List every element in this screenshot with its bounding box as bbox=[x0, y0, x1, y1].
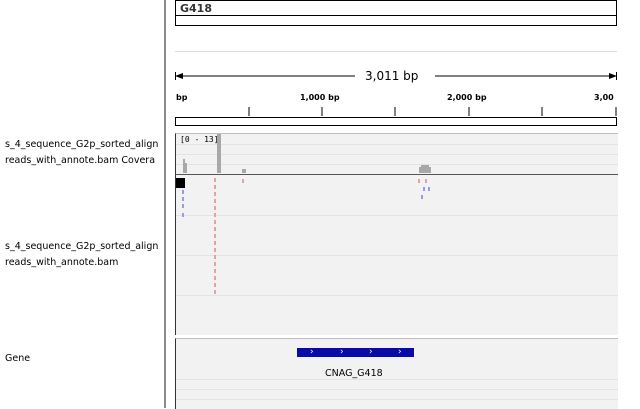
gene-track-name[interactable]: Gene bbox=[5, 353, 31, 364]
chromosome-label: G418 bbox=[175, 0, 617, 15]
read[interactable] bbox=[214, 262, 216, 266]
alignment-track[interactable] bbox=[175, 174, 618, 335]
read[interactable] bbox=[214, 269, 216, 273]
coverage-bar bbox=[185, 163, 187, 173]
read[interactable] bbox=[214, 276, 216, 280]
read[interactable] bbox=[214, 248, 216, 252]
read[interactable] bbox=[214, 283, 216, 287]
chevron-right-icon: › bbox=[340, 347, 344, 357]
alignment-track-name[interactable]: s_4_sequence_G2p_sorted_align reads_with… bbox=[5, 239, 165, 271]
ruler-tick-label: bp bbox=[176, 93, 188, 102]
read[interactable] bbox=[214, 227, 216, 231]
read[interactable] bbox=[423, 187, 425, 191]
read[interactable] bbox=[182, 197, 184, 201]
left-arrow-icon bbox=[175, 73, 183, 79]
alignment-track-name-line2: reads_with_annote.bam bbox=[5, 257, 119, 268]
alignment-track-name-line1: s_4_sequence_G2p_sorted_align bbox=[5, 241, 159, 252]
alignment-marker bbox=[176, 178, 185, 188]
coverage-bar bbox=[242, 169, 244, 173]
coverage-bar bbox=[217, 134, 219, 173]
read[interactable] bbox=[425, 179, 427, 183]
track-name-panel: s_4_sequence_G2p_sorted_align reads_with… bbox=[0, 0, 164, 408]
coverage-bar bbox=[244, 169, 246, 173]
read[interactable] bbox=[214, 185, 216, 189]
chromosome-ideogram[interactable] bbox=[175, 15, 617, 26]
coverage-bar bbox=[419, 167, 421, 173]
read[interactable] bbox=[214, 255, 216, 259]
read[interactable] bbox=[182, 204, 184, 208]
read[interactable] bbox=[214, 241, 216, 245]
read[interactable] bbox=[214, 220, 216, 224]
read[interactable] bbox=[214, 206, 216, 210]
read[interactable] bbox=[214, 290, 216, 294]
coverage-bar bbox=[423, 165, 425, 173]
read[interactable] bbox=[182, 213, 184, 217]
panel-divider[interactable] bbox=[164, 0, 166, 408]
coverage-bar bbox=[425, 165, 427, 173]
coverage-track[interactable]: [0 - 13] bbox=[175, 133, 618, 175]
gene-feature-label: CNAG_G418 bbox=[325, 368, 383, 379]
coverage-bar bbox=[421, 165, 423, 173]
coverage-track-name[interactable]: s_4_sequence_G2p_sorted_align reads_with… bbox=[5, 137, 165, 169]
read[interactable] bbox=[242, 179, 244, 183]
read[interactable] bbox=[214, 213, 216, 217]
right-arrow-icon bbox=[609, 73, 617, 79]
panel-gutter bbox=[166, 0, 174, 408]
read[interactable] bbox=[428, 187, 430, 191]
coverage-bar bbox=[183, 159, 185, 173]
data-range-label: [0 - 13] bbox=[180, 135, 219, 144]
read[interactable] bbox=[214, 178, 216, 182]
coverage-track-name-line2: reads_with_annote.bam Covera bbox=[5, 155, 156, 166]
ruler-graphics bbox=[175, 72, 617, 116]
read[interactable] bbox=[421, 195, 423, 199]
chevron-right-icon: › bbox=[369, 347, 373, 357]
gene-track[interactable]: › › › › CNAG_G418 bbox=[175, 338, 618, 409]
read[interactable] bbox=[214, 234, 216, 238]
read[interactable] bbox=[418, 179, 420, 183]
span-length-label: 3,011 bp bbox=[362, 69, 422, 83]
ruler-tick-label: 3,00 bbox=[594, 93, 614, 102]
chevron-right-icon: › bbox=[398, 347, 402, 357]
coverage-bar bbox=[219, 134, 221, 173]
coverage-track-name-line1: s_4_sequence_G2p_sorted_align bbox=[5, 139, 159, 150]
ruler-tick-label: 2,000 bp bbox=[447, 93, 487, 102]
ruler-tick-label: 1,000 bp bbox=[300, 93, 340, 102]
ruler-baseline bbox=[175, 117, 617, 126]
read[interactable] bbox=[182, 190, 184, 194]
read[interactable] bbox=[214, 192, 216, 196]
coverage-bar bbox=[427, 165, 429, 173]
gene-feature[interactable]: › › › › bbox=[297, 347, 414, 357]
coverage-bar bbox=[429, 167, 431, 173]
read[interactable] bbox=[214, 199, 216, 203]
chevron-right-icon: › bbox=[310, 347, 314, 357]
